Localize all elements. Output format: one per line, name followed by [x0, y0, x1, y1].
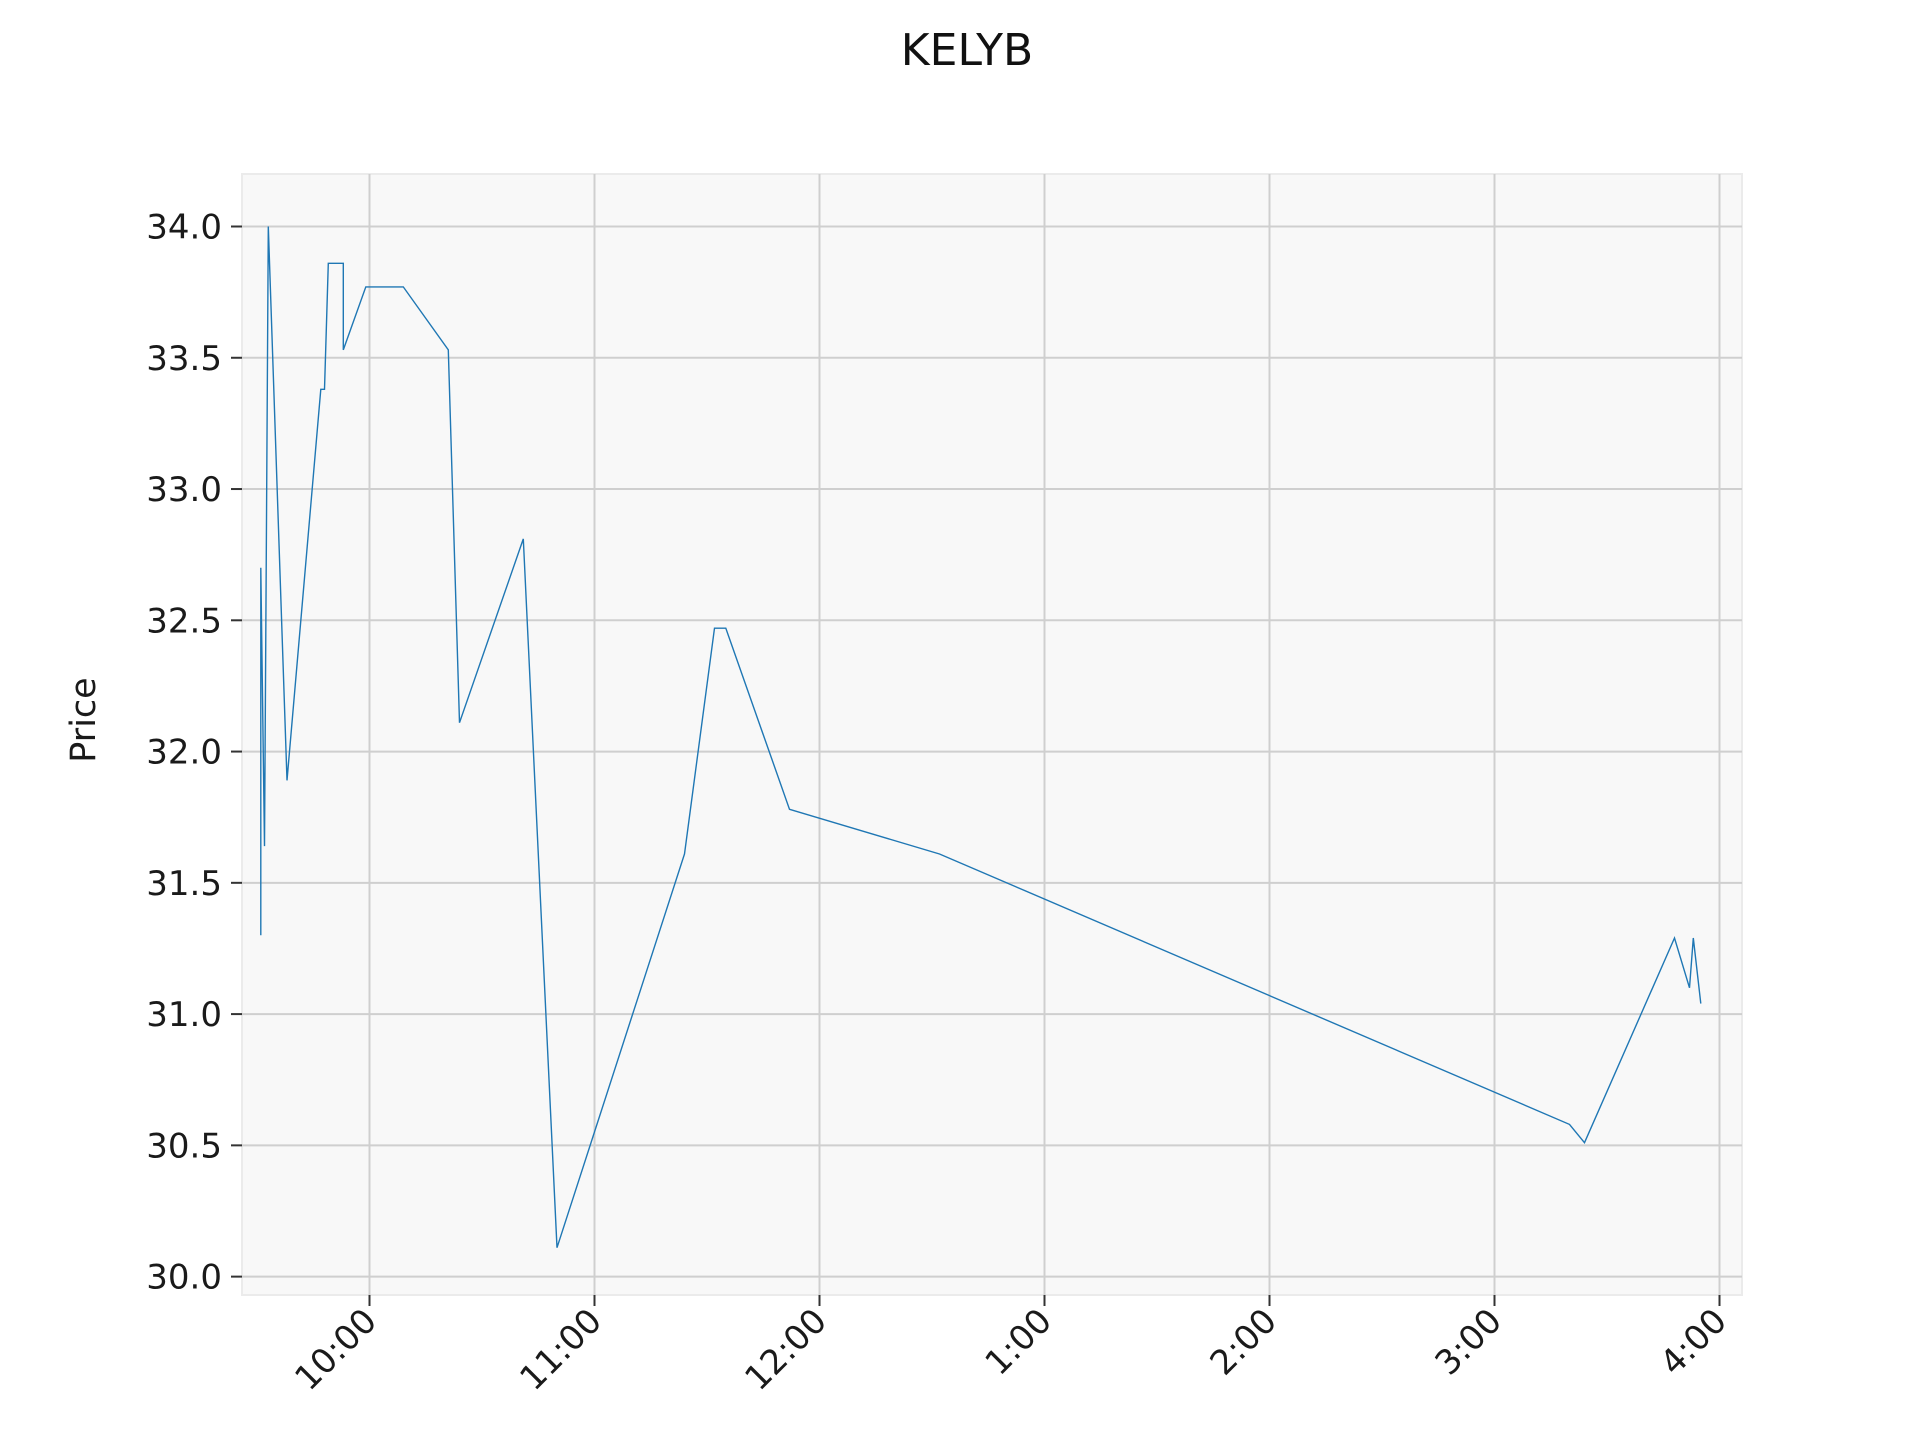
x-axis: 10:00 11:00 12:00 1:00 2:00 3:00 4:00 — [287, 1295, 1735, 1399]
x-tick-label: 4:00 — [1653, 1301, 1735, 1383]
plot-area — [241, 173, 1743, 1296]
grid — [242, 174, 1742, 1295]
chart-title: KELYB — [901, 25, 1033, 76]
y-tick-label: 33.5 — [146, 339, 222, 379]
series-layer — [260, 226, 1702, 1248]
y-tick-label: 32.5 — [146, 601, 222, 641]
x-tick-label: 3:00 — [1428, 1301, 1510, 1383]
y-tick-label: 30.5 — [146, 1126, 222, 1166]
y-tick-label: 31.0 — [146, 995, 222, 1035]
y-tick-label: 31.5 — [146, 864, 222, 904]
y-tick-label: 32.0 — [146, 733, 222, 773]
x-tick-label: 11:00 — [512, 1301, 610, 1399]
y-axis-label: Price — [64, 677, 104, 762]
x-tick-label: 1:00 — [978, 1301, 1060, 1383]
y-tick-label: 30.0 — [146, 1258, 222, 1298]
series-line — [260, 226, 1702, 1248]
y-tick-label: 33.0 — [146, 470, 222, 510]
x-tick-label: 2:00 — [1203, 1301, 1285, 1383]
y-axis: 30.0 30.5 31.0 31.5 32.0 32.5 33.0 33.5 34.0 — [146, 208, 242, 1298]
x-tick-label: 12:00 — [737, 1301, 835, 1399]
x-tick-label: 10:00 — [287, 1301, 385, 1399]
y-tick-label: 34.0 — [146, 208, 222, 248]
